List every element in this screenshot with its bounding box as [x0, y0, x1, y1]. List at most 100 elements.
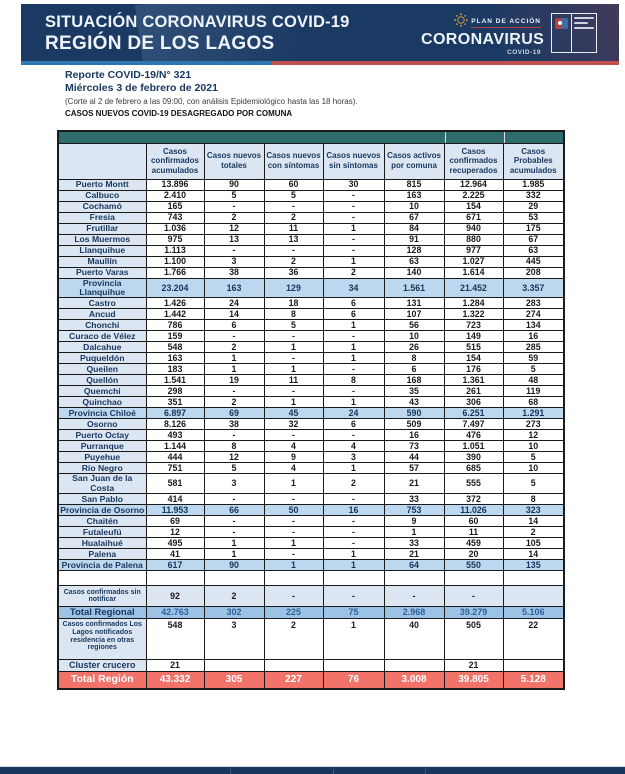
value-cell: 1: [263, 559, 324, 572]
row-label-cell: Quemchi: [57, 385, 147, 398]
value-cell: 14: [502, 515, 565, 528]
value-cell: 1: [322, 462, 385, 475]
value-cell: 33: [383, 493, 445, 506]
value-cell: 1: [263, 363, 324, 376]
header-banner: SITUACIÓN CORONAVIRUS COVID-19 REGIÓN DE…: [21, 4, 619, 61]
value-cell: 29: [502, 200, 565, 213]
value-cell: 581: [145, 473, 205, 495]
value-cell: 671: [443, 211, 504, 224]
value-cell: -: [322, 189, 385, 202]
value-cell: 550: [443, 559, 504, 572]
table-row-chaitén: Chaitén 69- - -9 60 14: [57, 515, 565, 528]
value-cell: 6: [322, 297, 385, 310]
value-cell: 509: [383, 418, 445, 431]
value-cell: 8: [383, 352, 445, 365]
stripe-red-segment: [272, 61, 619, 65]
value-cell: 34: [322, 277, 385, 299]
value-cell: -: [203, 493, 265, 506]
value-cell: 39.805: [443, 671, 504, 690]
value-cell: 135: [502, 559, 565, 572]
row-label-cell: San Juan de la Costa: [57, 473, 147, 495]
value-cell: 414: [145, 493, 205, 506]
coronavirus-wordmark: CORONAVIRUS: [421, 31, 545, 48]
row-label-cell: Puerto Octay: [57, 429, 147, 442]
value-cell: 1: [322, 352, 385, 365]
row-label-cell: Casos confirmados sin notificar: [57, 585, 147, 608]
value-cell: 59: [502, 352, 565, 365]
value-cell: 13: [263, 233, 324, 246]
value-cell: 1.144: [145, 440, 205, 453]
table-row-curaco-de-vélez: Curaco de Vélez 159- - -10 149 16: [57, 330, 565, 343]
value-cell: 13: [203, 233, 265, 246]
value-cell: 1.614: [443, 266, 504, 279]
value-cell: 2: [322, 473, 385, 495]
value-cell: 16: [322, 504, 385, 517]
table-row-puerto-montt: Puerto Montt 13.896 90 60 30 815 12.964 1.985: [57, 178, 565, 191]
column-header-nuevos-con-sintomas: Casos nuevos con síntomas: [263, 142, 324, 180]
value-cell: 175: [502, 222, 565, 235]
logo-text-bar: [574, 22, 588, 24]
value-cell: 10: [383, 330, 445, 343]
value-cell: 617: [145, 559, 205, 572]
value-cell: 38: [203, 266, 265, 279]
row-label-cell: Osorno: [57, 418, 147, 431]
value-cell: 6: [203, 319, 265, 332]
value-cell: 548: [145, 618, 205, 661]
table-row-castro: Castro 1.426 24 18 6 131 1.284 283: [57, 297, 565, 310]
value-cell: 459: [443, 537, 504, 550]
value-cell: 6: [322, 308, 385, 321]
row-label-cell: Frutillar: [57, 222, 147, 235]
column-header-confirmados-recuperados: Casos confirmados recuperados: [443, 142, 504, 180]
value-cell: 43.332: [145, 671, 205, 690]
value-cell: 5: [203, 462, 265, 475]
banner-title-line1: SITUACIÓN CORONAVIRUS COVID-19: [45, 13, 350, 31]
table-row-provincia-de-palena: Provincia de Palena 617 90 1 1 64 550 135: [57, 559, 565, 572]
value-cell: 1.284: [443, 297, 504, 310]
value-cell: [383, 659, 445, 673]
value-cell: 743: [145, 211, 205, 224]
table-row-cluster-crucero: Cluster crucero 21 21: [57, 659, 565, 673]
value-cell: 41: [145, 548, 205, 561]
value-cell: 1: [322, 222, 385, 235]
value-cell: 84: [383, 222, 445, 235]
table-row-hualaihué: Hualaihué 495 1 1-33 459 105: [57, 537, 565, 550]
value-cell: 18: [263, 297, 324, 310]
value-cell: 12: [145, 526, 205, 539]
logo-text-bar: [574, 27, 594, 29]
value-cell: 168: [383, 374, 445, 387]
row-label-cell: Casos confirmados Los Lagos notificados …: [57, 618, 147, 661]
value-cell: -: [263, 200, 324, 213]
table-row-palena: Palena 41 1-1 21 20 14: [57, 548, 565, 561]
row-label-cell: Provincia de Osorno: [57, 504, 147, 517]
value-cell: 13.896: [145, 178, 205, 191]
value-cell: 298: [145, 385, 205, 398]
value-cell: [263, 570, 324, 587]
value-cell: 1.541: [145, 374, 205, 387]
table-row-provincia-chiloé: Provincia Chiloé 6.897 69 45 24 590 6.251 1.291: [57, 407, 565, 420]
ministerio-text-panel: [572, 14, 596, 52]
value-cell: 1.361: [443, 374, 504, 387]
value-cell: 1.291: [502, 407, 565, 420]
value-cell: 2: [322, 266, 385, 279]
value-cell: 19: [203, 374, 265, 387]
value-cell: -: [263, 493, 324, 506]
value-cell: 67: [502, 233, 565, 246]
row-label-cell: Cochamó: [57, 200, 147, 213]
value-cell: 495: [145, 537, 205, 550]
value-cell: 476: [443, 429, 504, 442]
value-cell: -: [203, 244, 265, 257]
value-cell: 14: [203, 308, 265, 321]
table-row-quinchao: Quinchao 351 2 1 1 43 306 68: [57, 396, 565, 409]
table-row-cochamó: Cochamó 165- - -10 154 29: [57, 200, 565, 213]
value-cell: 4: [263, 440, 324, 453]
value-cell: 5: [502, 473, 565, 495]
value-cell: 274: [502, 308, 565, 321]
value-cell: 5: [203, 189, 265, 202]
value-cell: 8: [502, 493, 565, 506]
value-cell: 1: [322, 396, 385, 409]
table-row-san-juan-de-la-costa: San Juan de la Costa 581 3 1 2 21 555 5: [57, 473, 565, 495]
column-header-nuevos-sin-sintomas: Casos nuevos sin síntomas: [322, 142, 385, 180]
value-cell: 306: [443, 396, 504, 409]
value-cell: -: [322, 493, 385, 506]
gobierno-de-chile-logo: [551, 13, 597, 53]
